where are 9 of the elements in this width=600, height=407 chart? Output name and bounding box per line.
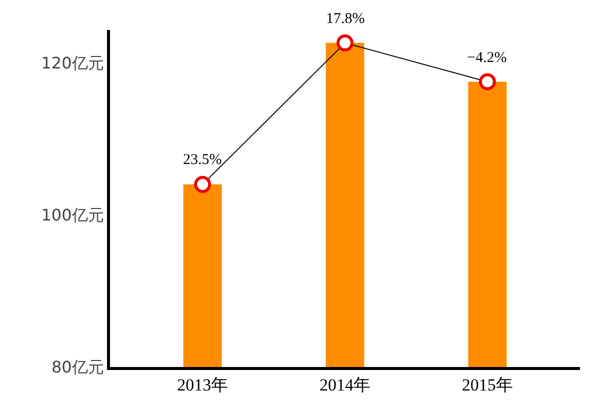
y-tick-label: 80亿元 (51, 358, 104, 377)
x-tick-label: 2014年 (320, 375, 370, 394)
annotation: 17.8% (326, 11, 365, 27)
x-tick-label: 2013年 (177, 375, 228, 394)
y-tick-label: 100亿元 (41, 205, 104, 224)
annotation: 23.5% (183, 152, 222, 168)
annotation: −4.2% (467, 50, 507, 66)
x-tick-label: 2015年 (462, 375, 513, 394)
y-tick-label: 120亿元 (41, 53, 104, 72)
